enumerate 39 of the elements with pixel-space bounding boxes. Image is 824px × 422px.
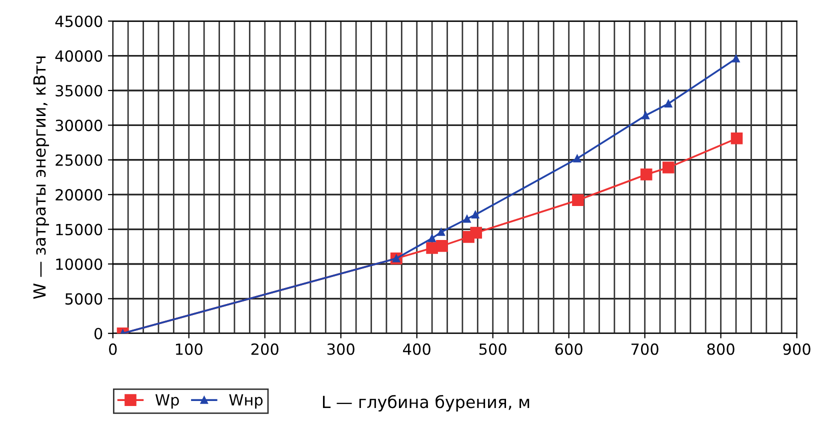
point <box>472 210 480 219</box>
point <box>437 228 445 236</box>
y-axis-title: W — затраты энергии, кВтч <box>33 56 50 299</box>
point <box>573 154 582 162</box>
x-axis-title: L — глубина бурения, м <box>322 395 530 412</box>
legend-label: Wр <box>155 394 179 409</box>
point <box>640 168 652 180</box>
point <box>470 226 482 239</box>
x-tick-label: 400 <box>403 343 430 355</box>
x-tick-label: 100 <box>176 343 202 355</box>
y-tick-label: 45000 <box>55 16 102 28</box>
x-tick-label: 0 <box>109 343 117 355</box>
x-tick-label: 800 <box>707 343 734 355</box>
x-tick-label: 500 <box>479 343 506 355</box>
point <box>436 240 448 252</box>
y-tick-label: 30000 <box>56 120 102 132</box>
point <box>426 242 438 254</box>
point <box>428 234 436 242</box>
point <box>463 215 471 223</box>
point <box>572 194 584 206</box>
x-tick-label: 600 <box>555 343 582 355</box>
point <box>664 100 672 108</box>
y-tick-label: 25000 <box>56 154 102 166</box>
point <box>642 112 650 120</box>
y-tick-label: 0 <box>94 328 102 340</box>
y-tick-label: 20000 <box>56 189 102 201</box>
point <box>662 162 674 174</box>
point <box>730 132 743 144</box>
y-tick-label: 15000 <box>56 224 102 236</box>
x-tick-label: 700 <box>632 343 658 355</box>
point <box>732 54 740 62</box>
y-tick-label: 35000 <box>56 84 102 97</box>
x-tick-label: 300 <box>327 343 354 355</box>
y-tick-label: 10000 <box>56 258 102 270</box>
x-tick-label: 900 <box>783 343 810 355</box>
x-tick-label: 200 <box>251 343 278 355</box>
legend-label: Wнр <box>229 394 263 409</box>
y-tick-label: 40000 <box>55 50 102 62</box>
y-tick-label: 5000 <box>65 293 102 305</box>
